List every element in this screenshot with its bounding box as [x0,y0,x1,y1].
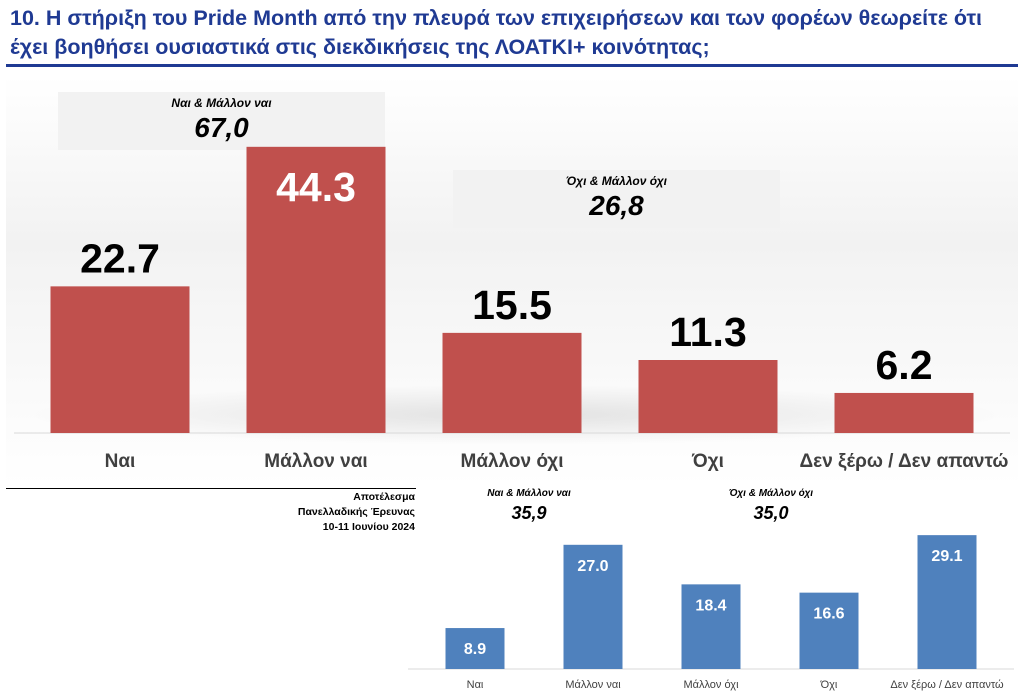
source-line-1: Αποτέλεσμα [353,491,415,503]
secondary-chart-value-label: 16.6 [813,606,844,623]
summary2-box-no: Όχι & Μάλλον όχι 35,0 [691,488,851,524]
summary2-value-no: 35,0 [753,503,789,523]
summary2-label-yes: Ναι & Μάλλον ναι [487,488,571,499]
summary-label-yes: Ναι & Μάλλον ναι [171,96,272,110]
summary-value-no: 26,8 [589,190,644,221]
title-underline [6,64,1018,67]
main-chart-marks: 22.7 Ναι 44.3 Μάλλον ναι 15.5 Μάλλον όχι 11.3 Ό… [14,146,1010,472]
secondary-chart-bar [563,544,623,669]
main-chart-category-label: Μάλλον όχι [461,451,564,472]
summary-value-yes: 67,0 [194,112,249,143]
main-chart-bar [638,360,778,433]
main-chart-value-label: 22.7 [80,235,160,281]
main-chart-value-label: 11.3 [669,309,747,355]
source-divider [6,488,416,489]
main-chart-category-label: Ναι [105,451,136,472]
main-chart-bar [50,286,190,433]
secondary-chart-value-label: 29.1 [931,548,962,565]
summary-box-yes: Ναι & Μάλλον ναι 67,0 [58,92,385,150]
summary2-label-no: Όχι & Μάλλον όχι [728,488,814,499]
chart-title: 10. Η στήριξη του Pride Month από την πλ… [10,6,983,59]
main-chart-value-label: 6.2 [876,342,933,388]
secondary-chart-category-label: Μάλλον όχι [683,679,739,691]
main-chart-category-label: Δεν ξέρω / Δεν απαντώ [800,451,1009,472]
survey-source-note: Αποτέλεσμα Πανελλαδικής Έρευνας 10-11 Ιο… [250,490,415,535]
main-chart-value-label: 44.3 [276,164,356,210]
source-line-3: 10-11 Ιουνίου 2024 [322,521,415,533]
secondary-chart-category-label: Ναι [467,679,484,691]
main-chart-bar [834,392,974,433]
summary-box-no: Όχι & Μάλλον όχι 26,8 [453,170,780,228]
main-chart-category-label: Όχι [691,451,724,472]
secondary-chart-bar [917,535,977,669]
main-chart-bar [246,146,386,433]
secondary-chart-value-label: 18.4 [695,597,726,614]
secondary-chart-marks: 8.9 Ναι 27.0 Μάλλον ναι 18.4 Μάλλον όχι 16.6 Όχ… [408,535,1014,691]
main-chart-category-label: Μάλλον ναι [264,451,367,472]
secondary-chart-category-label: Όχι [820,679,838,691]
secondary-chart-value-label: 27.0 [577,558,608,575]
secondary-chart-category-label: Δεν ξέρω / Δεν απαντώ [890,679,1004,691]
secondary-chart-category-label: Μάλλον ναι [565,679,621,691]
source-line-2: Πανελλαδικής Έρευνας [297,506,415,518]
secondary-chart-value-label: 8.9 [464,641,486,658]
summary2-box-yes: Ναι & Μάλλον ναι 35,9 [449,488,609,524]
secondary-chart-bar [681,584,741,669]
main-chart-value-label: 15.5 [472,282,552,328]
summary2-value-yes: 35,9 [511,503,547,523]
secondary-chart-bar [799,592,859,669]
secondary-chart-bar [445,628,505,669]
main-chart-bar [442,332,582,433]
summary-label-no: Όχι & Μάλλον όχι [566,174,667,188]
